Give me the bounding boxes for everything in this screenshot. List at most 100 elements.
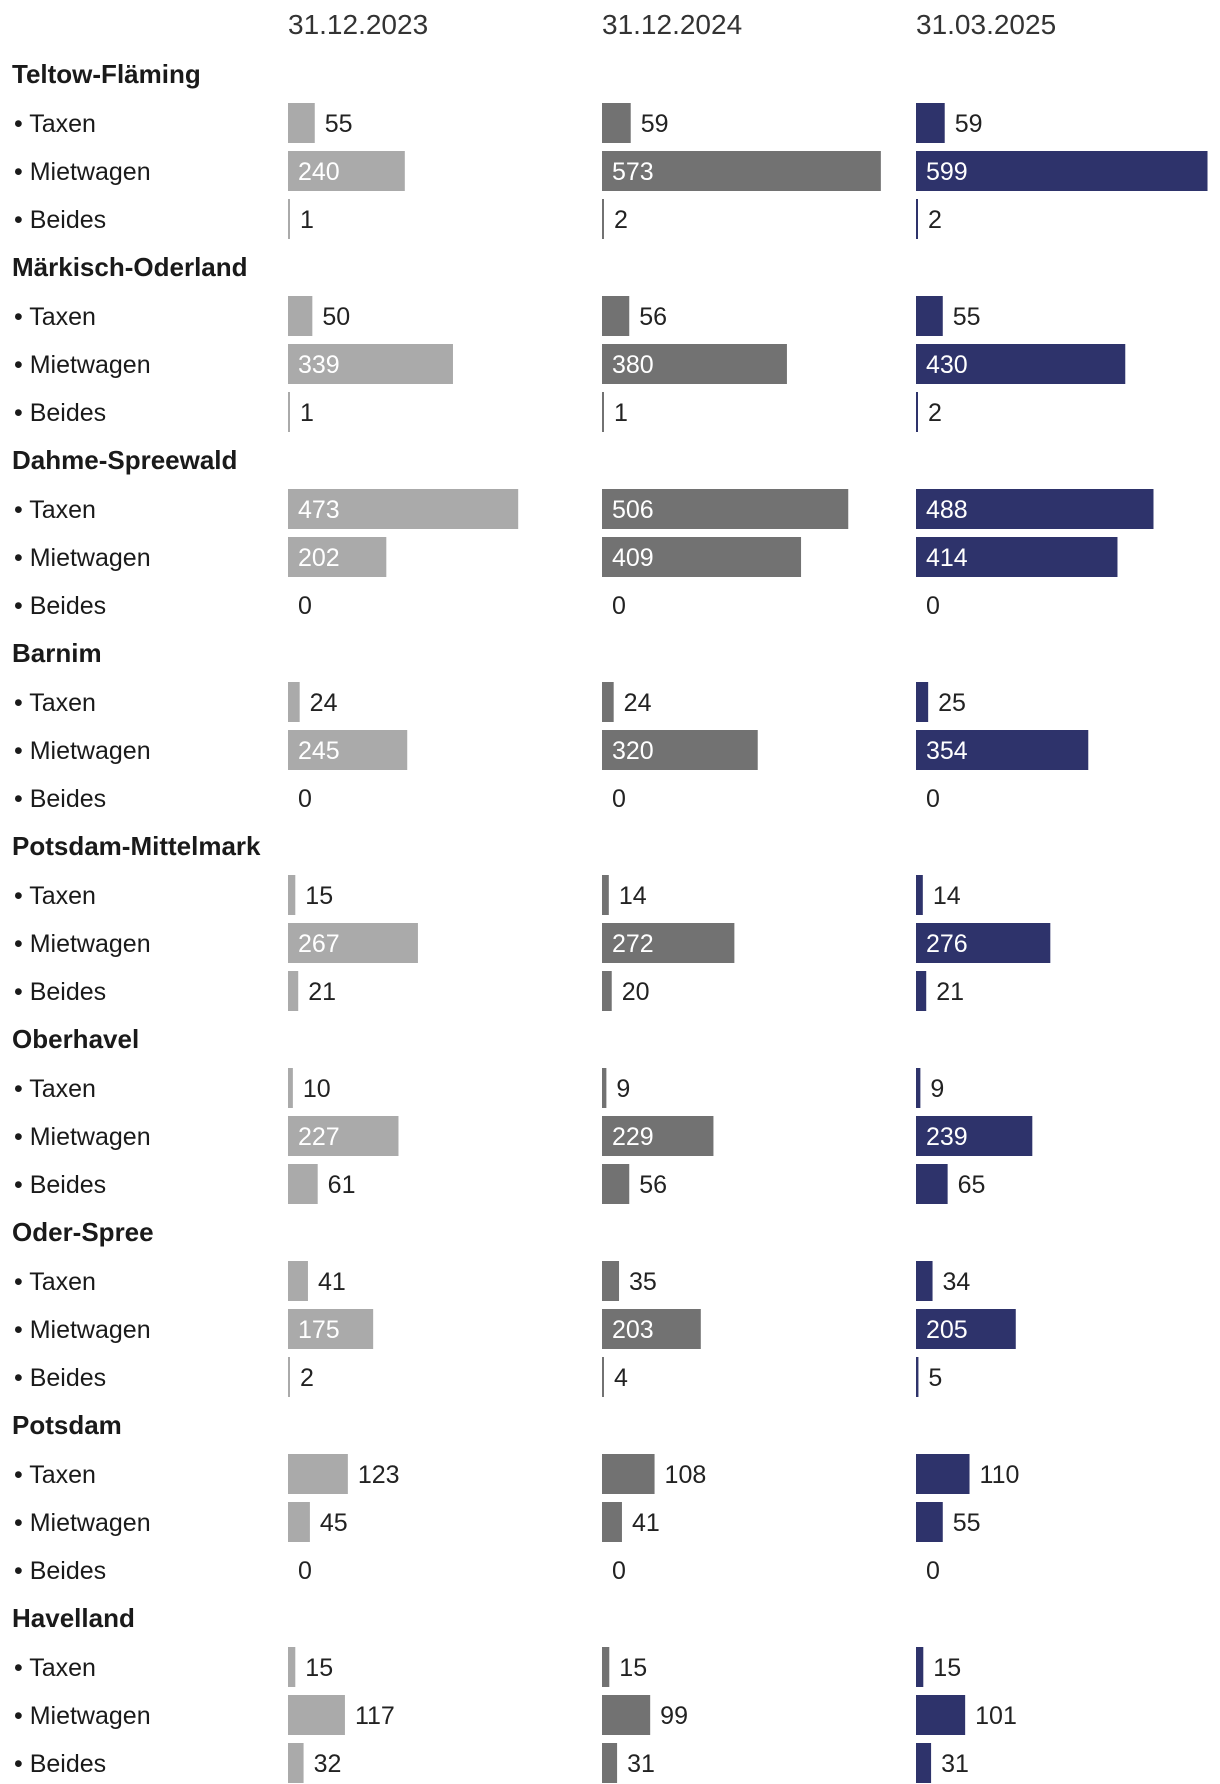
value-label: 272 — [612, 930, 654, 958]
column-header-1: 31.12.2024 — [602, 9, 742, 40]
value-label: 35 — [629, 1268, 657, 1296]
bar — [288, 1695, 345, 1735]
bar — [602, 682, 614, 722]
value-label: 101 — [975, 1702, 1017, 1730]
value-label: 205 — [926, 1316, 968, 1344]
value-label: 5 — [928, 1364, 942, 1392]
value-label: 2 — [614, 206, 628, 234]
bar — [602, 1695, 651, 1735]
value-label: 2 — [928, 399, 942, 427]
bar — [602, 199, 604, 239]
bar — [916, 730, 1089, 770]
bar — [602, 344, 787, 384]
value-label: 10 — [303, 1075, 331, 1103]
value-label: 573 — [612, 158, 654, 186]
value-label: 56 — [639, 1171, 667, 1199]
value-label: 65 — [958, 1171, 986, 1199]
value-label: 59 — [641, 110, 669, 138]
bar — [916, 1695, 966, 1735]
value-label: 24 — [624, 689, 652, 717]
value-label: 45 — [320, 1509, 348, 1537]
bar — [916, 682, 929, 722]
bar — [288, 344, 453, 384]
bar — [602, 1116, 714, 1156]
bar — [288, 489, 519, 529]
value-label: 0 — [926, 1557, 940, 1585]
bar — [602, 1164, 630, 1204]
value-label: 61 — [328, 1171, 356, 1199]
region-label: Dahme-Spreewald — [12, 445, 237, 475]
value-label: 123 — [358, 1461, 400, 1489]
value-label: 229 — [612, 1123, 654, 1151]
value-label: 99 — [660, 1702, 688, 1730]
bar — [288, 682, 300, 722]
row-label: • Beides — [14, 206, 106, 234]
value-label: 599 — [926, 158, 968, 186]
bar — [916, 1357, 919, 1397]
value-label: 14 — [933, 882, 961, 910]
value-label: 117 — [355, 1702, 395, 1730]
bar — [288, 971, 299, 1011]
row-label: • Beides — [14, 1557, 106, 1585]
region-label: Oder-Spree — [12, 1217, 154, 1247]
bar — [602, 875, 609, 915]
region-label: Potsdam — [12, 1410, 122, 1440]
value-label: 9 — [616, 1075, 630, 1103]
row-label: • Beides — [14, 1364, 106, 1392]
bar — [916, 1261, 933, 1301]
bar — [288, 875, 296, 915]
row-label: • Beides — [14, 1171, 106, 1199]
value-label: 380 — [612, 351, 654, 379]
bar — [288, 296, 313, 336]
bar — [288, 730, 408, 770]
value-label: 0 — [926, 785, 940, 813]
bar — [288, 1261, 308, 1301]
value-label: 15 — [933, 1654, 961, 1682]
value-label: 0 — [612, 785, 626, 813]
value-label: 31 — [627, 1750, 655, 1778]
region-label: Potsdam-Mittelmark — [12, 831, 261, 861]
bar — [916, 923, 1051, 963]
value-label: 276 — [926, 930, 968, 958]
bar — [288, 1454, 348, 1494]
bar — [288, 103, 315, 143]
value-label: 14 — [619, 882, 647, 910]
value-label: 24 — [310, 689, 338, 717]
value-label: 32 — [314, 1750, 342, 1778]
value-label: 239 — [926, 1123, 968, 1151]
row-label: • Taxen — [14, 303, 96, 331]
value-label: 21 — [308, 978, 336, 1006]
value-label: 2 — [300, 1364, 314, 1392]
value-label: 55 — [325, 110, 353, 138]
bar — [288, 923, 418, 963]
bar — [288, 1068, 293, 1108]
value-label: 0 — [926, 592, 940, 620]
row-label: • Taxen — [14, 1461, 96, 1489]
bar — [602, 923, 735, 963]
value-label: 110 — [980, 1461, 1020, 1489]
value-label: 15 — [619, 1654, 647, 1682]
value-label: 0 — [612, 592, 626, 620]
bar — [288, 151, 405, 191]
row-label: • Beides — [14, 1750, 106, 1778]
value-label: 56 — [639, 303, 667, 331]
value-label: 245 — [298, 737, 340, 765]
bar — [288, 1743, 304, 1783]
bar — [288, 1357, 290, 1397]
value-label: 0 — [298, 592, 312, 620]
value-label: 34 — [943, 1268, 971, 1296]
value-label: 0 — [612, 1557, 626, 1585]
bar — [916, 875, 923, 915]
value-label: 414 — [926, 544, 968, 572]
value-label: 20 — [622, 978, 650, 1006]
bar — [916, 971, 927, 1011]
row-label: • Taxen — [14, 1268, 96, 1296]
value-label: 354 — [926, 737, 968, 765]
bar — [916, 1164, 948, 1204]
row-label: • Mietwagen — [14, 351, 151, 379]
bar — [288, 537, 387, 577]
bar — [916, 103, 945, 143]
bar — [916, 1116, 1033, 1156]
bar — [916, 392, 918, 432]
